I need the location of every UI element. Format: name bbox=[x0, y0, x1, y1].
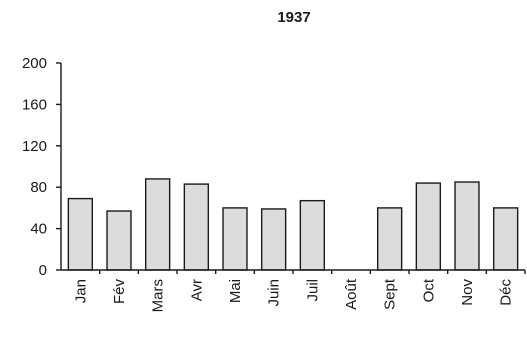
x-tick-label: Jan bbox=[72, 279, 89, 303]
x-tick-label: Oct bbox=[420, 278, 437, 302]
y-tick-label: 80 bbox=[30, 179, 47, 196]
bar-2 bbox=[144, 178, 171, 271]
x-tick-label: Juin bbox=[266, 279, 283, 307]
x-tick-label: Fév bbox=[111, 279, 128, 305]
bars bbox=[67, 178, 519, 271]
chart-title: 1937 bbox=[277, 9, 310, 26]
x-tick-label: Août bbox=[343, 278, 360, 310]
y-tick-label: 40 bbox=[30, 221, 47, 238]
x-tick-label: Avr bbox=[188, 279, 205, 301]
bar-4 bbox=[222, 207, 248, 271]
x-tick-label: Juil bbox=[304, 279, 321, 302]
bar-3 bbox=[183, 183, 210, 271]
x-tick-label: Sept bbox=[382, 278, 399, 310]
bar-6 bbox=[299, 199, 326, 271]
bar-10 bbox=[454, 181, 480, 271]
x-axis: Jan Fév Mars Avr Mai Juin Juil Août Sept Oct Nov Dé… bbox=[61, 269, 526, 312]
y-tick-label: 0 bbox=[39, 262, 47, 279]
y-tick-label: 200 bbox=[22, 55, 47, 72]
x-tick-label: Déc bbox=[498, 279, 515, 306]
bar-1 bbox=[106, 210, 132, 271]
y-tick-label: 120 bbox=[22, 138, 47, 155]
bar-0 bbox=[67, 197, 94, 271]
bar-8 bbox=[376, 207, 403, 271]
bar-9 bbox=[415, 182, 442, 271]
x-tick-label: Nov bbox=[459, 279, 476, 306]
y-axis: 0 40 80 120 160 200 bbox=[22, 55, 62, 279]
bar-11 bbox=[492, 207, 519, 271]
y-tick-label: 160 bbox=[22, 96, 47, 113]
x-tick-label: Mars bbox=[150, 279, 167, 312]
bar-5 bbox=[260, 208, 287, 271]
x-tick-label: Mai bbox=[227, 279, 244, 303]
